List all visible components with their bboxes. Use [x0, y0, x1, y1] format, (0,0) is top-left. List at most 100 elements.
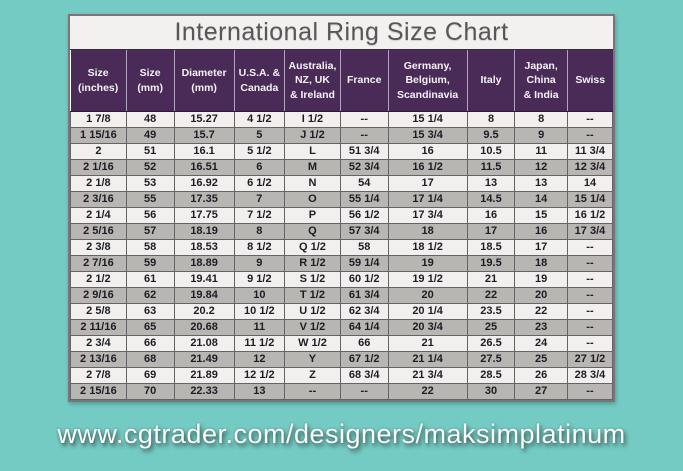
table-cell: -- [566, 255, 614, 272]
table-cell: 24 [514, 335, 568, 352]
table-row: 2 7/16 59 18.89 9 R 1/2 59 1/4 19 19.5 18 -- [70, 255, 614, 272]
table-cell: 52 3/4 [339, 159, 389, 176]
table-cell: Q [284, 223, 341, 240]
table-cell: 8 1/2 [233, 239, 286, 256]
table-cell: 19.41 [173, 271, 235, 288]
table-cell: 53 [125, 175, 175, 192]
table-cell: 12 3/4 [566, 159, 614, 176]
table-cell: 25 [466, 319, 516, 336]
column-header: Size (inches) [70, 50, 127, 112]
table-cell: 5 1/2 [233, 143, 286, 160]
table-cell: 16 [466, 207, 516, 224]
table-cell: 22 [387, 383, 468, 400]
table-cell: 7 1/2 [233, 207, 286, 224]
table-cell: 23 [514, 319, 568, 336]
table-cell: 12 [233, 351, 286, 368]
table-cell: 15.27 [173, 111, 235, 128]
table-cell: 4 1/2 [233, 111, 286, 128]
table-cell: 26.5 [466, 335, 516, 352]
table-cell: 68 3/4 [339, 367, 389, 384]
table-cell: 22 [514, 303, 568, 320]
table-cell: R 1/2 [284, 255, 341, 272]
header-row: Size (inches) Size (mm) Diameter (mm) U.S.A… [70, 50, 613, 112]
table-cell: 21.08 [173, 335, 235, 352]
table-cell: 16.1 [173, 143, 235, 160]
table-cell: 2 5/8 [70, 303, 127, 320]
table-cell: 6 [233, 159, 286, 176]
table-cell: -- [566, 127, 614, 144]
table-cell: -- [339, 383, 389, 400]
table-cell: 11.5 [466, 159, 516, 176]
column-header: Swiss [566, 50, 613, 112]
table-cell: 7 [233, 191, 286, 208]
table-cell: -- [566, 271, 614, 288]
table-cell: 8 [466, 111, 516, 128]
table-cell: 13 [466, 175, 516, 192]
table-cell: 2 15/16 [70, 383, 127, 400]
table-cell: 2 1/16 [70, 159, 127, 176]
table-cell: 8 [514, 111, 568, 128]
table-cell: 68 [125, 351, 175, 368]
table-cell: -- [566, 303, 614, 320]
table-cell: 10.5 [466, 143, 516, 160]
table-cell: 9.5 [466, 127, 516, 144]
column-header: Size (mm) [125, 50, 174, 112]
table-cell: 15 1/4 [566, 191, 614, 208]
table-row: 2 15/16 70 22.33 13 -- -- 22 30 27 -- [70, 383, 614, 400]
table-cell: 5 [233, 127, 286, 144]
table-cell: 66 [125, 335, 175, 352]
table-cell: 51 [125, 143, 175, 160]
table-row: 1 15/16 49 15.7 5 J 1/2 -- 15 3/4 9.5 9 -- [70, 127, 614, 144]
table-cell: 57 [125, 223, 175, 240]
table-cell: 30 [466, 383, 516, 400]
table-row: 2 1/4 56 17.75 7 1/2 P 56 1/2 17 3/4 16 15 16 1/2 [70, 207, 614, 224]
table-cell: 10 1/2 [233, 303, 286, 320]
table-cell: 16.92 [173, 175, 235, 192]
column-header: Japan, China & India [514, 50, 568, 112]
table-cell: -- [339, 111, 389, 128]
table-cell: 21 3/4 [387, 367, 468, 384]
table-cell: 2 3/8 [70, 239, 127, 256]
ring-size-table: Size (inches) Size (mm) Diameter (mm) U.S.A… [70, 50, 614, 400]
table-cell: 23.5 [466, 303, 516, 320]
table-row: 2 3/16 55 17.35 7 O 55 1/4 17 1/4 14.5 14 15 1/4 [70, 191, 614, 208]
table-cell: 25 [514, 351, 568, 368]
table-row: 2 13/16 68 21.49 12 Y 67 1/2 21 1/4 27.5 25 27 1/… [70, 351, 614, 368]
table-cell: 13 [514, 175, 568, 192]
table-cell: 2 1/8 [70, 175, 127, 192]
table-cell: 21 [387, 335, 468, 352]
table-row: 2 1/16 52 16.51 6 M 52 3/4 16 1/2 11.5 12 12 3/4 [70, 159, 614, 176]
table-cell: 19 1/2 [387, 271, 468, 288]
table-cell: 18 1/2 [387, 239, 468, 256]
table-row: 2 9/16 62 19.84 10 T 1/2 61 3/4 20 22 20 -- [70, 287, 614, 304]
table-cell: 17 [514, 239, 568, 256]
table-cell: 21.49 [173, 351, 235, 368]
table-cell: 17 1/4 [387, 191, 468, 208]
table-cell: T 1/2 [284, 287, 341, 304]
column-header: U.S.A. & Canada [233, 50, 285, 112]
table-cell: 16 [387, 143, 468, 160]
table-cell: 26 [514, 367, 568, 384]
table-cell: 59 1/4 [339, 255, 389, 272]
table-cell: 10 [233, 287, 286, 304]
table-cell: 2 3/4 [70, 335, 127, 352]
table-cell: -- [566, 287, 614, 304]
table-cell: 14.5 [466, 191, 516, 208]
table-row: 2 7/8 69 21.89 12 1/2 Z 68 3/4 21 3/4 28.5 26 28 … [70, 367, 614, 384]
footer-url: www.cgtrader.com/designers/maksimplatinu… [57, 419, 626, 449]
table-cell: 17 3/4 [387, 207, 468, 224]
table-cell: 11 3/4 [566, 143, 614, 160]
table-cell: 15 3/4 [387, 127, 468, 144]
table-cell: -- [566, 383, 614, 400]
table-cell: 1 7/8 [70, 111, 127, 128]
table-cell: 2 3/16 [70, 191, 127, 208]
table-cell: 16 1/2 [566, 207, 614, 224]
table-cell: 21 [466, 271, 516, 288]
table-cell: 15.7 [173, 127, 235, 144]
table-cell: Y [284, 351, 341, 368]
table-cell: 55 1/4 [339, 191, 389, 208]
table-cell: 9 1/2 [233, 271, 286, 288]
table-cell: W 1/2 [284, 335, 341, 352]
table-cell: 55 [125, 191, 175, 208]
